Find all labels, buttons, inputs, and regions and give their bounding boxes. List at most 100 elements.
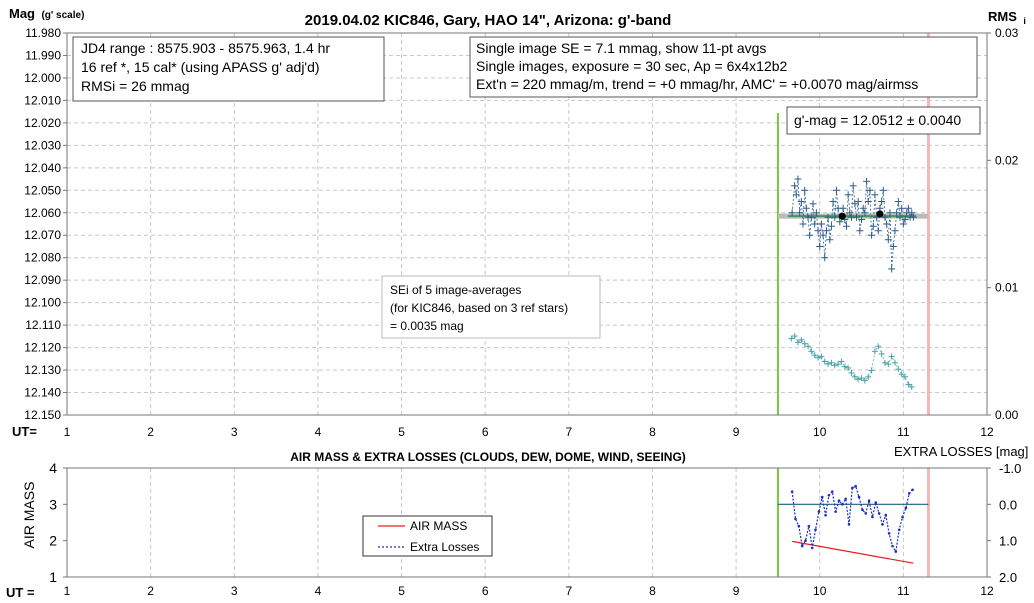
extra-losses-point-11 (827, 493, 831, 497)
rms-point-4 (801, 340, 808, 347)
top-plot-frame (66, 32, 988, 416)
mag-point-43 (861, 209, 869, 217)
bot-x-tick-8: 8 (649, 584, 656, 598)
top-y-tick-11.990: 11.990 (25, 48, 61, 62)
mag-point-39 (854, 198, 862, 206)
bot-y-tick-3: 3 (49, 496, 57, 512)
sei-line-3: = 0.0035 mag (390, 319, 464, 333)
mag-point-19 (821, 254, 829, 262)
mag-point-22 (826, 236, 834, 244)
rms-point-23 (865, 373, 872, 380)
mag-point-61 (891, 227, 899, 235)
rms-point-20 (855, 376, 862, 383)
mag-point-65 (898, 204, 906, 212)
mag-point-21 (824, 213, 832, 221)
extra-losses-point-15 (841, 503, 844, 506)
mag-point-54 (879, 186, 887, 194)
extra-losses-point-0 (790, 490, 794, 493)
mag-point-11 (807, 213, 815, 221)
rms-series-line (791, 335, 912, 388)
rms-point-24 (868, 367, 875, 374)
rms-point-10 (821, 358, 828, 365)
rms-point-30 (888, 353, 895, 360)
mag-point-36 (849, 182, 857, 190)
top-x-tick-2: 2 (147, 425, 154, 439)
rms-point-13 (831, 362, 838, 369)
mag-point-32 (842, 222, 850, 230)
extra-losses-point-19 (854, 484, 857, 488)
rms-point-26 (875, 343, 882, 350)
mag-point-72 (909, 213, 917, 221)
mag-point-55 (881, 213, 889, 221)
top-y2-tick-0.02: 0.02 (995, 153, 1019, 167)
rms-point-16 (841, 363, 848, 370)
mag-point-47 (868, 231, 876, 239)
mag-point-0 (788, 209, 796, 217)
top-y-tick-12.060: 12.060 (24, 206, 61, 220)
top-x-tick-4: 4 (315, 425, 322, 439)
bot-y2-tick-0.0: 0.0 (999, 497, 1017, 512)
mag-point-4 (796, 209, 804, 217)
extra-losses-point-7 (814, 528, 817, 532)
mag-point-13 (811, 220, 819, 228)
rms-point-15 (838, 358, 845, 365)
top-y-tick-11.980: 11.980 (25, 26, 61, 40)
top-y-tick-12.140: 12.140 (24, 386, 61, 400)
top-chart: 2019.04.02 KIC846, Gary, HAO 14", Arizon… (9, 6, 1026, 439)
extra-losses-point-1 (794, 517, 797, 521)
top-x-tick-8: 8 (649, 425, 656, 439)
mag-point-1 (791, 182, 799, 190)
extra-losses-point-20 (857, 495, 861, 499)
rms-point-9 (818, 353, 825, 360)
mag-point-71 (908, 209, 916, 217)
top-y-tick-12.070: 12.070 (24, 228, 61, 242)
extra-losses-point-29 (887, 532, 891, 535)
gmag-box: g'-mag = 12.0512 ± 0.0040 (786, 106, 981, 135)
rms-point-5 (805, 343, 812, 350)
sei-line-2: (for KIC846, based on 3 ref stars) (390, 301, 568, 315)
rms-point-32 (895, 366, 902, 373)
top-x-tick-10: 10 (813, 425, 827, 439)
bot-x-tick-9: 9 (733, 584, 740, 598)
mag-point-49 (871, 191, 879, 199)
extra-losses-point-18 (851, 486, 854, 490)
bot-x-tick-2: 2 (147, 584, 154, 598)
top-y-tick-12.080: 12.080 (24, 251, 61, 265)
rms-point-21 (858, 375, 865, 382)
top-y-tick-12.020: 12.020 (24, 116, 61, 130)
extra-losses-point-33 (901, 515, 904, 519)
extra-losses-point-6 (810, 546, 814, 550)
rms-point-28 (881, 359, 888, 366)
mag-point-24 (829, 198, 837, 206)
rms-point-3 (798, 336, 805, 343)
info-box: JD4 range : 8575.903 - 8575.963, 1.4 hr … (72, 36, 385, 102)
extra-losses-point-13 (834, 510, 837, 513)
extra-losses-point-5 (807, 524, 811, 528)
mag-point-42 (859, 204, 867, 212)
bottom-legend: AIR MASS Extra Losses (362, 515, 493, 557)
extra-losses-point-32 (897, 528, 901, 532)
bot-x-tick-1: 1 (64, 584, 71, 598)
top-x-tick-7: 7 (565, 425, 572, 439)
sei-box: SEi of 5 image-averages (for KIC846, bas… (381, 275, 601, 339)
bottom-series (776, 468, 930, 577)
mag-point-62 (893, 209, 901, 217)
top-y-tick-12.040: 12.040 (24, 161, 61, 175)
mag-point-26 (832, 186, 840, 194)
rms-point-19 (851, 373, 858, 380)
top-y2-tick-0.01: 0.01 (995, 281, 1019, 295)
mag-point-34 (846, 209, 854, 217)
rms-point-7 (811, 352, 818, 359)
single-box-frame (469, 36, 978, 98)
rms-point-25 (871, 348, 878, 355)
mag-point-60 (889, 242, 897, 250)
mag-point-23 (827, 222, 835, 230)
top-y-tick-12.110: 12.110 (25, 318, 61, 332)
bot-x-tick-10: 10 (813, 584, 827, 598)
bot-y-tick-2: 2 (49, 533, 57, 549)
extra-losses-point-34 (904, 506, 908, 510)
top-x-tick-6: 6 (482, 425, 489, 439)
top-x-tick-1: 1 (64, 425, 71, 439)
rms-point-18 (848, 369, 855, 376)
